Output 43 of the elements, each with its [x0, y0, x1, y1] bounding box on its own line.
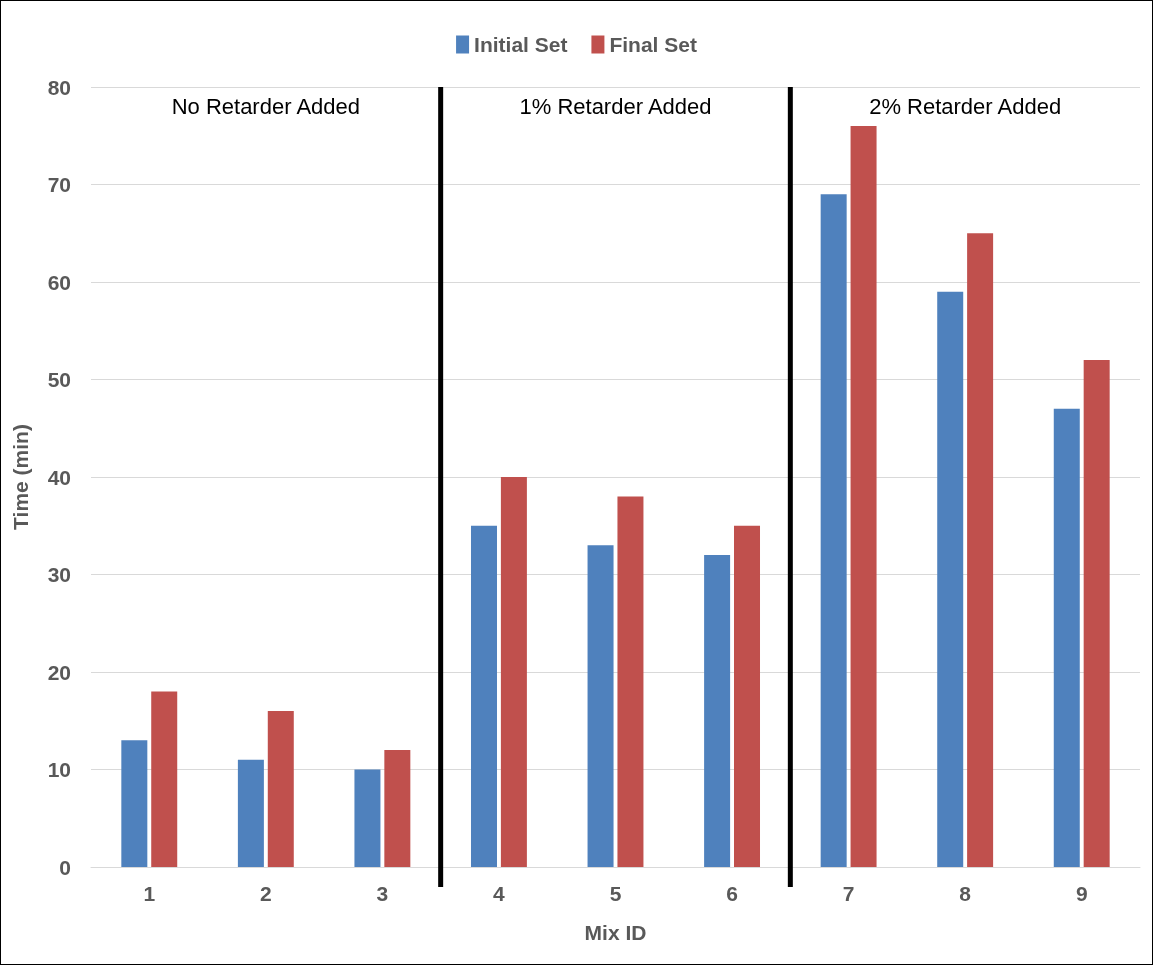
- x-tick-label: 9: [1075, 882, 1088, 905]
- x-tick-label: 3: [376, 882, 389, 905]
- x-axis-title: Mix ID: [584, 921, 647, 944]
- bar: [937, 291, 964, 867]
- y-tick-label: 30: [47, 563, 71, 586]
- bar: [1053, 408, 1080, 867]
- x-tick-label: 5: [609, 882, 622, 905]
- bar: [470, 525, 497, 867]
- y-axis-title: Time (min): [9, 424, 32, 530]
- bar: [967, 233, 994, 867]
- bar: [734, 525, 761, 867]
- bar: [1083, 360, 1110, 867]
- bar: [617, 496, 644, 867]
- x-tick-label: 8: [959, 882, 972, 905]
- y-tick-label: 40: [47, 465, 71, 489]
- y-tick-label: 60: [47, 270, 71, 294]
- y-tick-label: 50: [47, 368, 71, 391]
- x-tick-label: 6: [726, 882, 738, 905]
- x-tick-label: 4: [493, 882, 506, 905]
- annotation: 1% Retarder Added: [519, 93, 712, 119]
- x-tick-label: 1: [143, 882, 156, 905]
- bar: [500, 477, 527, 867]
- y-tick-label: 80: [47, 75, 71, 99]
- bar: [850, 126, 877, 867]
- legend-label: Final Set: [609, 33, 697, 56]
- y-tick-label: 10: [47, 758, 71, 781]
- y-tick-label: 20: [47, 660, 71, 684]
- y-tick-label: 70: [47, 173, 71, 196]
- bar: [237, 759, 264, 867]
- bar: [384, 750, 411, 867]
- bar: [267, 711, 294, 867]
- legend-label: Initial Set: [474, 33, 568, 56]
- bar: [121, 740, 148, 867]
- bar: [151, 691, 178, 867]
- bar: [704, 555, 731, 867]
- x-tick-label: 7: [842, 882, 855, 905]
- bar: [820, 194, 847, 867]
- x-tick-label: 2: [259, 882, 272, 905]
- y-tick-label: 0: [59, 855, 71, 879]
- bar: [587, 545, 614, 867]
- bar: [354, 769, 381, 867]
- annotation: No Retarder Added: [171, 93, 361, 119]
- annotation: 2% Retarder Added: [869, 93, 1062, 119]
